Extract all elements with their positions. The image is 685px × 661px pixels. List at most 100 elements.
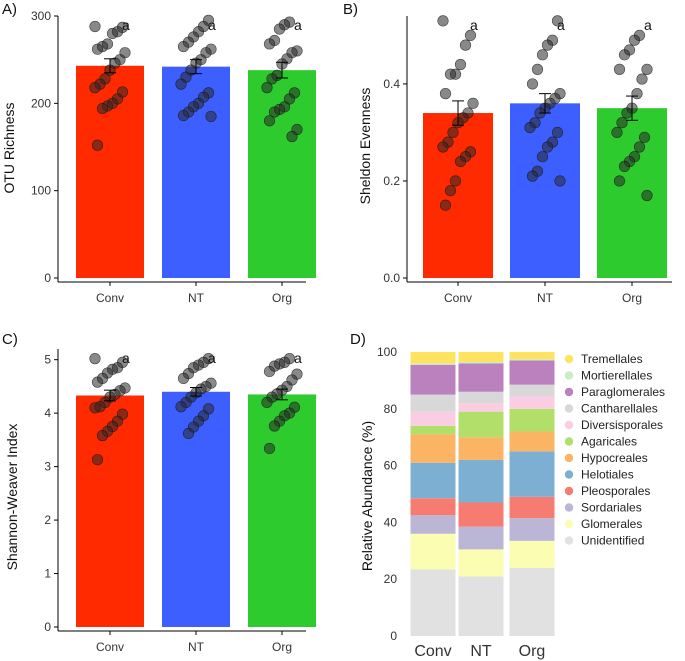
panel-d-segment-tremellales-conv [410, 352, 456, 364]
panel-b-point [638, 131, 651, 143]
panel-d-segment-pleosporales-org [509, 496, 555, 519]
panel-b-xtick-conv: Conv [444, 291, 472, 305]
panel-c-shannon: C) Shannon-Weaver Index 0 1 2 3 4 5 a Conv a NT a O… [2, 331, 316, 654]
panel-d-legend-swatch-glomerales [564, 519, 574, 529]
panel-d-segment-diversisporales-conv [410, 411, 456, 426]
panel-d-xtick-conv: Conv [414, 643, 451, 660]
panel-b-ytick-label: 0.2 [383, 174, 400, 188]
panel-c-letter-nt: a [208, 350, 216, 366]
panel-a-richness: A) OTU Richness 0 100 200 300 a Conv a NT a Org [1, 1, 316, 305]
panel-a-xtick-conv: Conv [96, 291, 124, 305]
panel-c-point [96, 430, 109, 442]
panel-a-ylabel: OTU Richness [1, 102, 17, 193]
panel-b-point [447, 126, 459, 139]
panel-d-legend-pleosporales: Pleosporales [581, 484, 650, 498]
panel-d-ytick-label: 20 [384, 572, 398, 586]
panel-d-legend-tremellales: Tremellales [581, 352, 643, 366]
panel-b-point [437, 15, 449, 27]
panel-d-ytick-label: 0 [390, 629, 397, 643]
panel-c-point [175, 401, 187, 413]
panel-b-evenness: B) Sheldon Evenness 0.0 0.2 0.4 a Conv a NT a Or… [343, 1, 672, 305]
panel-d-segment-hypocreales-conv [410, 434, 456, 463]
panel-b-point [541, 141, 554, 153]
panel-d-segment-glomerales-nt [458, 549, 504, 577]
panel-b-point [437, 141, 449, 153]
panel-b-point [551, 15, 564, 27]
panel-d-legend-swatch-tremellales [564, 354, 574, 364]
panel-b-point [618, 160, 631, 173]
panel-a-bar-conv [76, 65, 144, 278]
panel-a-point [286, 130, 298, 143]
panel-d-segment-agaricales-org [509, 408, 555, 432]
panel-d-segment-hypocreales-org [509, 431, 555, 452]
panel-c-point [182, 427, 195, 440]
panel-d-legend-swatch-pleosporales [564, 486, 574, 496]
panel-d-xtick-org: Org [519, 643, 546, 660]
panel-d-ytick-label: 40 [384, 515, 398, 529]
panel-a-letter-conv: a [122, 17, 130, 33]
panel-d-legend-swatch-paraglomerales [564, 387, 574, 397]
panel-d-legend-swatch-sordariales [564, 503, 574, 512]
panel-c-point [177, 372, 190, 385]
panel-d-segment-sordariales-nt [458, 526, 504, 550]
panel-d-segment-pleosporales-nt [458, 502, 504, 527]
panel-a-ytick-label: 0 [44, 271, 51, 285]
panel-b-point [613, 63, 626, 75]
panel-d-ytick-label: 60 [384, 459, 398, 473]
panel-a-ytick-label: 200 [31, 96, 51, 110]
panel-d-segment-unidentified-conv [410, 569, 456, 636]
panel-d-segment-paraglomerales-nt [458, 363, 504, 392]
panel-a-point [205, 110, 217, 123]
panel-c-point [263, 365, 276, 378]
panel-d-segment-pleosporales-conv [410, 498, 456, 516]
panel-c-point [91, 454, 104, 466]
panel-a-point [177, 109, 190, 122]
panel-d-segment-sordariales-org [509, 518, 555, 541]
panel-b-letter-nt: a [557, 17, 565, 33]
panel-d-legend-mortierellales: Mortierellales [581, 369, 652, 383]
panel-d-legend-helotiales: Helotiales [581, 468, 634, 482]
panel-a-label: A) [2, 1, 17, 18]
panel-a-xtick-nt: NT [188, 291, 205, 305]
panel-b-point [616, 117, 628, 129]
panel-a-letter-nt: a [208, 17, 216, 33]
panel-c-label: C) [2, 331, 18, 348]
panel-b-bar-org [597, 108, 667, 279]
panel-b-ytick-label: 0.4 [383, 77, 400, 91]
panel-d-segment-tremellales-org [509, 352, 555, 360]
panel-a-point [268, 106, 281, 118]
panel-c-point [89, 353, 101, 365]
panel-b-point [464, 29, 477, 42]
panel-d-abundance: D) Relative Abundance (%) 0 20 40 60 80 100 Co… [350, 331, 665, 660]
panel-d-legend-hypocreales: Hypocreales [581, 451, 648, 465]
panel-d-legend-unidentified: Unidentified [581, 534, 644, 548]
panel-d-segment-helotiales-conv [410, 462, 456, 499]
panel-a-point [96, 102, 109, 115]
panel-a-point [263, 38, 276, 50]
panel-b-point [444, 68, 457, 80]
panel-b-point [531, 63, 544, 75]
panel-d-segment-helotiales-org [509, 451, 555, 497]
panel-b-point [444, 185, 457, 197]
panel-b-point [524, 121, 536, 134]
panel-d-segment-diversisporales-org [509, 396, 555, 409]
panel-b-point [613, 175, 626, 187]
panel-a-point [89, 82, 101, 94]
panel-b-point [439, 199, 452, 211]
panel-a-point [106, 27, 119, 40]
panel-c-point [268, 420, 281, 432]
panel-d-legend-swatch-unidentified [564, 536, 574, 545]
panel-d-legend-glomerales: Glomerales [581, 517, 642, 531]
panel-b-point [454, 58, 467, 71]
panel-d-segment-agaricales-conv [410, 425, 456, 435]
panel-b-label: B) [343, 1, 358, 18]
panel-d-ytick-label: 100 [377, 345, 397, 359]
panel-b-ytick-label: 0.0 [383, 271, 400, 285]
panel-b-point [641, 189, 653, 202]
panel-b-bar-conv [423, 113, 493, 278]
panel-b-point [541, 39, 554, 51]
panel-b-point [641, 63, 653, 75]
panel-b-point [439, 88, 452, 100]
panel-d-legend-swatch-agaricales [564, 437, 574, 446]
